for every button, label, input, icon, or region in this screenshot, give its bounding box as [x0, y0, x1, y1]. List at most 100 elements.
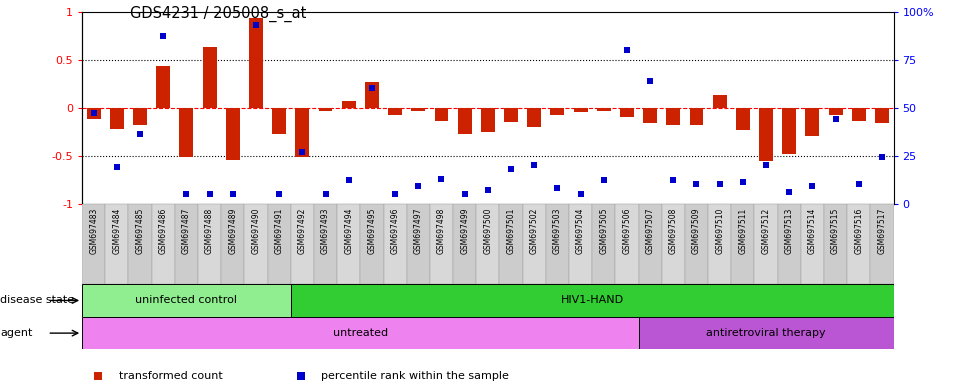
Bar	[360, 204, 384, 284]
Bar	[412, 108, 425, 111]
Bar	[852, 108, 866, 121]
Bar	[801, 204, 824, 284]
Bar	[713, 95, 726, 108]
Bar	[481, 108, 495, 131]
Text: GSM697491: GSM697491	[274, 208, 284, 254]
Text: GSM697501: GSM697501	[506, 208, 516, 254]
Bar	[105, 204, 128, 284]
Text: GSM697517: GSM697517	[877, 208, 887, 254]
Text: GSM697504: GSM697504	[576, 208, 585, 254]
Text: GSM697493: GSM697493	[321, 208, 330, 254]
Bar	[221, 204, 244, 284]
Bar	[291, 284, 894, 317]
Text: GSM697496: GSM697496	[390, 208, 400, 254]
Bar	[384, 204, 407, 284]
Bar	[407, 204, 430, 284]
Bar	[82, 317, 639, 349]
Text: antiretroviral therapy: antiretroviral therapy	[706, 328, 826, 338]
Text: GSM697507: GSM697507	[645, 208, 655, 254]
Text: GSM697510: GSM697510	[715, 208, 724, 254]
Text: GSM697494: GSM697494	[344, 208, 354, 254]
Bar	[875, 108, 889, 123]
Text: GSM697483: GSM697483	[89, 208, 99, 254]
Text: GSM697512: GSM697512	[761, 208, 771, 254]
Bar	[551, 108, 564, 115]
Text: GSM697489: GSM697489	[228, 208, 238, 254]
Text: GSM697509: GSM697509	[692, 208, 701, 254]
Text: GSM697488: GSM697488	[205, 208, 214, 254]
Text: GDS4231 / 205008_s_at: GDS4231 / 205008_s_at	[130, 6, 307, 22]
Text: GSM697503: GSM697503	[553, 208, 562, 254]
Text: GSM697484: GSM697484	[112, 208, 122, 254]
Bar	[87, 108, 100, 119]
Text: HIV1-HAND: HIV1-HAND	[560, 295, 624, 306]
Text: untreated: untreated	[332, 328, 388, 338]
Text: GSM697495: GSM697495	[367, 208, 377, 254]
Text: GSM697486: GSM697486	[158, 208, 168, 254]
Bar	[203, 47, 216, 108]
Bar	[685, 204, 708, 284]
Bar	[268, 204, 291, 284]
Bar	[523, 204, 546, 284]
Bar	[870, 204, 894, 284]
Text: GSM697498: GSM697498	[437, 208, 446, 254]
Bar	[128, 204, 152, 284]
Bar	[569, 204, 592, 284]
Bar	[296, 108, 309, 157]
Text: GSM697513: GSM697513	[784, 208, 794, 254]
Bar	[430, 204, 453, 284]
Bar	[365, 81, 379, 108]
Text: GSM697500: GSM697500	[483, 208, 493, 254]
Bar	[829, 108, 842, 115]
Bar	[156, 66, 170, 108]
Bar	[249, 18, 263, 108]
Bar	[667, 108, 680, 125]
Bar	[824, 204, 847, 284]
Bar	[639, 317, 894, 349]
Bar	[82, 284, 291, 317]
Bar	[620, 108, 634, 117]
Bar	[643, 108, 657, 123]
Bar	[708, 204, 731, 284]
Text: GSM697516: GSM697516	[854, 208, 864, 254]
Bar	[342, 101, 355, 108]
Bar	[499, 204, 523, 284]
Bar	[453, 204, 476, 284]
Text: percentile rank within the sample: percentile rank within the sample	[322, 371, 509, 381]
Bar	[133, 108, 147, 125]
Bar	[152, 204, 175, 284]
Bar	[592, 204, 615, 284]
Bar	[754, 204, 778, 284]
Bar	[388, 108, 402, 115]
Text: GSM697502: GSM697502	[529, 208, 539, 254]
Bar	[272, 108, 286, 134]
Bar	[226, 108, 240, 161]
Bar	[639, 204, 662, 284]
Bar	[731, 204, 754, 284]
Bar	[806, 108, 819, 136]
Text: GSM697492: GSM697492	[298, 208, 307, 254]
Bar	[759, 108, 773, 161]
Bar	[847, 204, 870, 284]
Bar	[778, 204, 801, 284]
Text: transformed count: transformed count	[119, 371, 222, 381]
Bar	[314, 204, 337, 284]
Bar	[615, 204, 639, 284]
Bar	[175, 204, 198, 284]
Bar	[546, 204, 569, 284]
Bar	[736, 108, 750, 130]
Bar	[198, 204, 221, 284]
Bar	[180, 108, 193, 157]
Text: GSM697505: GSM697505	[599, 208, 609, 254]
Bar	[782, 108, 796, 154]
Bar	[244, 204, 268, 284]
Text: disease state: disease state	[0, 295, 74, 306]
Bar	[504, 108, 518, 122]
Text: GSM697497: GSM697497	[413, 208, 423, 254]
Bar	[476, 204, 499, 284]
Bar	[110, 108, 124, 129]
Text: GSM697499: GSM697499	[460, 208, 469, 254]
Bar	[82, 204, 105, 284]
Text: GSM697511: GSM697511	[738, 208, 748, 254]
Bar	[458, 108, 471, 134]
